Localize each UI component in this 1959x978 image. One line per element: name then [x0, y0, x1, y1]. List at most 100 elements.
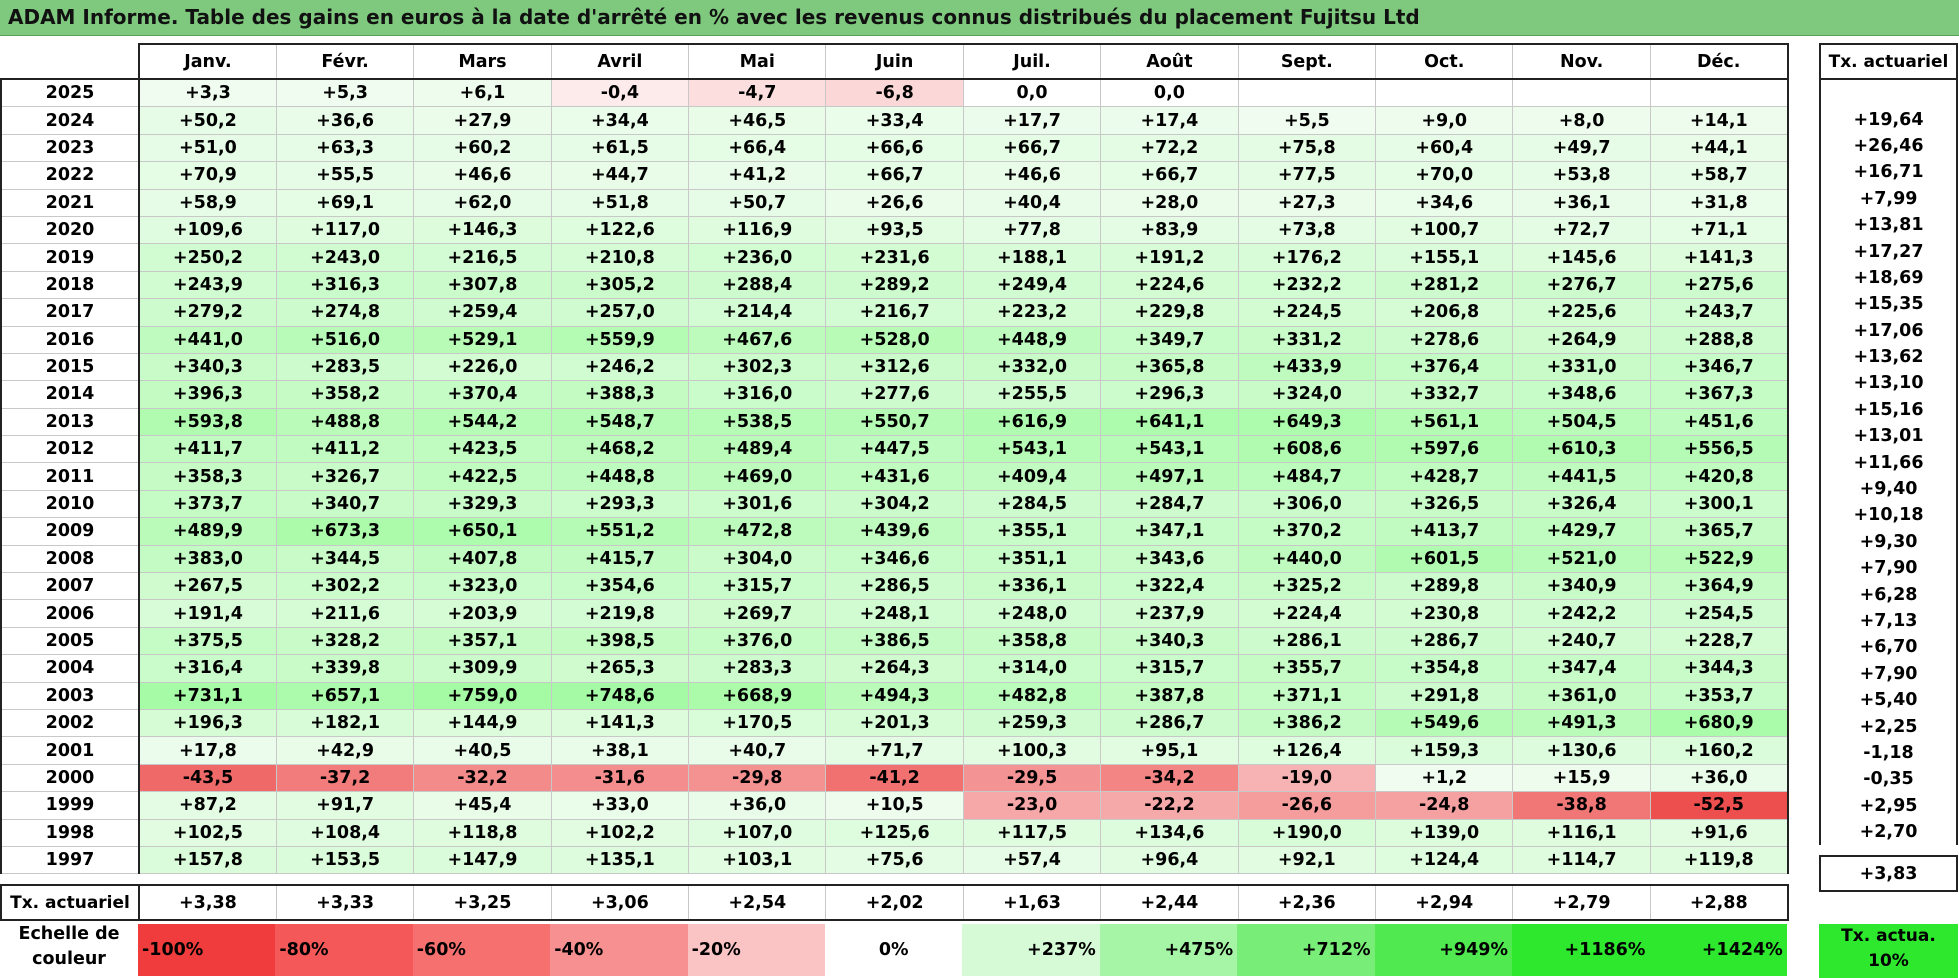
value-cell: +145,6	[1512, 243, 1651, 272]
value-cell: +230,8	[1375, 599, 1514, 628]
value-cell: +62,0	[413, 188, 552, 217]
corner-cell	[1, 44, 139, 80]
value-cell: +529,1	[413, 325, 552, 354]
table-row: 2018 +243,9 +316,3 +307,8 +305,2 +288,4 +289,2…	[0, 270, 1789, 300]
value-cell: +439,6	[825, 517, 964, 546]
rate-cell: +2,70	[1819, 818, 1958, 846]
rate-cell: +9,40	[1819, 475, 1958, 503]
value-cell: +332,7	[1375, 380, 1514, 409]
rate-cell: +16,71	[1819, 159, 1958, 186]
value-cell: +91,6	[1649, 818, 1789, 847]
value-cell: +388,3	[550, 380, 690, 409]
value-cell: +332,0	[962, 352, 1102, 382]
value-cell: +329,3	[413, 489, 552, 519]
value-cell: +267,5	[138, 572, 277, 601]
value-cell: +248,1	[825, 599, 964, 628]
footer-value: +3,06	[550, 884, 690, 922]
table-row: 2010 +373,7 +340,7 +329,3 +293,3 +301,6 +304,2…	[0, 489, 1789, 519]
rate-cell: +13,01	[1819, 423, 1958, 450]
value-cell: +323,0	[413, 572, 552, 601]
value-cell: +42,9	[275, 736, 415, 765]
value-cell: +296,3	[1100, 380, 1239, 409]
value-cell: +312,6	[825, 352, 964, 382]
value-cell: -29,8	[688, 763, 827, 793]
value-cell: +114,7	[1512, 845, 1651, 875]
value-cell: +340,3	[138, 352, 277, 382]
value-cell: +66,7	[825, 161, 964, 190]
year-label: 2002	[0, 708, 140, 738]
value-cell: +548,7	[550, 407, 690, 437]
footer-value: +2,36	[1237, 884, 1377, 922]
year-label: 2020	[0, 215, 140, 245]
value-cell: +347,4	[1512, 654, 1651, 683]
value-cell: +289,8	[1375, 572, 1514, 601]
value-cell: +283,5	[275, 352, 415, 382]
value-cell: +116,9	[688, 215, 827, 245]
color-scale-item: -100%	[138, 924, 276, 976]
value-cell: +201,3	[825, 708, 964, 738]
color-scale-item: +1424%	[1649, 924, 1787, 976]
value-cell: +543,1	[962, 435, 1102, 464]
value-cell: +211,6	[275, 599, 415, 628]
rate-cell: +18,69	[1819, 264, 1958, 292]
value-cell: +46,6	[413, 161, 552, 190]
value-cell: +124,4	[1375, 845, 1514, 875]
value-cell: +278,6	[1375, 325, 1514, 354]
value-cell: +141,3	[1649, 243, 1789, 272]
value-cell: +259,3	[962, 708, 1102, 738]
value-cell: +488,8	[275, 407, 415, 437]
value-cell: +367,3	[1649, 380, 1789, 409]
value-cell: +731,1	[138, 681, 277, 710]
value-cell: -37,2	[275, 763, 415, 793]
table-row: 2008 +383,0 +344,5 +407,8 +415,7 +304,0 +346,6…	[0, 544, 1789, 574]
value-cell: +468,2	[550, 435, 690, 464]
value-cell: +27,3	[1237, 188, 1377, 217]
table-row: 1998 +102,5 +108,4 +118,8 +102,2 +107,0 +125,6…	[0, 818, 1789, 847]
value-cell: +431,6	[825, 462, 964, 491]
rate-cell: +15,16	[1819, 396, 1958, 424]
value-cell: +243,9	[138, 270, 277, 300]
value-cell: -22,2	[1100, 791, 1239, 820]
year-label: 1997	[0, 845, 140, 875]
value-cell: +14,1	[1649, 106, 1789, 135]
year-label: 2021	[0, 188, 140, 217]
year-label: 2024	[0, 106, 140, 135]
value-cell: +75,8	[1237, 133, 1377, 163]
value-cell: +286,1	[1237, 626, 1377, 656]
rate-cell: +7,99	[1819, 185, 1958, 212]
value-cell: +231,6	[825, 243, 964, 272]
value-cell: +3,3	[138, 78, 277, 108]
value-cell: +243,0	[275, 243, 415, 272]
value-cell: +36,0	[688, 791, 827, 820]
value-cell: +353,7	[1649, 681, 1789, 710]
rate-cell: -0,35	[1819, 766, 1958, 793]
value-cell: +593,8	[138, 407, 277, 437]
value-cell: +349,7	[1100, 325, 1239, 354]
value-cell: +422,5	[413, 462, 552, 491]
value-cell: +451,6	[1649, 407, 1789, 437]
table-row: 2005 +375,5 +328,2 +357,1 +398,5 +376,0 +386,5…	[0, 626, 1789, 656]
rate-cell: +6,70	[1819, 634, 1958, 661]
value-cell: +376,4	[1375, 352, 1514, 382]
value-cell: +650,1	[413, 517, 552, 546]
value-cell: +242,2	[1512, 599, 1651, 628]
table-row: 2006 +191,4 +211,6 +203,9 +219,8 +269,7 +248,1…	[0, 599, 1789, 628]
value-cell: +225,6	[1512, 298, 1651, 327]
year-label: 2010	[0, 489, 140, 519]
value-cell: +191,4	[138, 599, 277, 628]
table-row: 2016 +441,0 +516,0 +529,1 +559,9 +467,6 +528,0…	[0, 325, 1789, 354]
year-label: 2014	[0, 380, 140, 409]
value-cell: +71,1	[1649, 215, 1789, 245]
value-cell: +36,1	[1512, 188, 1651, 217]
value-cell: +358,8	[962, 626, 1102, 656]
footer-value: +2,02	[825, 884, 964, 922]
value-cell: +322,4	[1100, 572, 1239, 601]
value-cell: +309,9	[413, 654, 552, 683]
value-cell: +328,2	[275, 626, 415, 656]
table-row: 2003 +731,1 +657,1 +759,0 +748,6 +668,9 +494,3…	[0, 681, 1789, 710]
value-cell: +641,1	[1100, 407, 1239, 437]
value-cell: +10,5	[825, 791, 964, 820]
table-row: 2015 +340,3 +283,5 +226,0 +246,2 +302,3 +312,6…	[0, 352, 1789, 382]
month-header: Juin	[825, 43, 964, 80]
year-label: 2019	[0, 243, 140, 272]
